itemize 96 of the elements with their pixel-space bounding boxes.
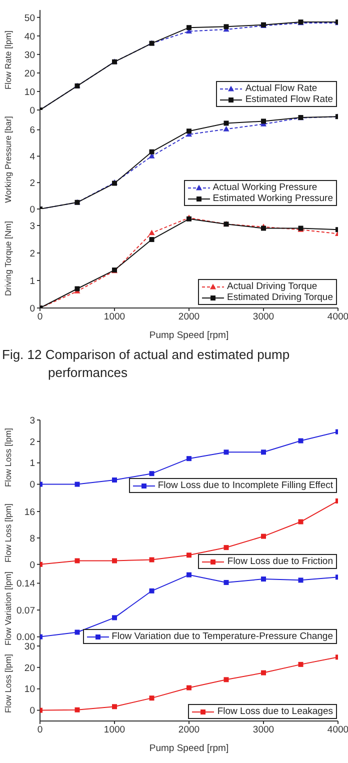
legend-label: Actual Driving Torque	[227, 281, 318, 292]
x-tick-label: 0	[37, 724, 43, 736]
point	[224, 580, 229, 585]
point	[298, 438, 304, 444]
point	[223, 126, 230, 132]
y-axis-title: Flow Loss [lpm]	[3, 654, 14, 714]
y-tick-label: 10	[24, 684, 35, 696]
point	[149, 149, 154, 154]
point	[186, 25, 192, 30]
point	[186, 552, 192, 558]
legend-label: Estimated Working Pressure	[212, 193, 333, 204]
y-tick-label: 10	[24, 86, 35, 98]
y-tick-label: 2	[30, 178, 35, 189]
y-tick-label: 3	[30, 220, 35, 232]
y-tick-label: 4	[30, 152, 35, 163]
y-tick-label: 3	[30, 415, 35, 426]
y-axis-title: Working Pressure [bar]	[3, 116, 14, 203]
legend-label: Estimated Flow Rate	[245, 94, 333, 105]
y-tick-label: 50	[24, 12, 35, 24]
point	[261, 670, 266, 676]
point	[261, 118, 266, 124]
x-axis-title: Pump Speed [rpm]	[149, 743, 229, 754]
y-axis-title: Flow Loss [lpm]	[3, 503, 14, 563]
legend-label: Estimated Driving Torque	[227, 292, 333, 303]
point	[149, 237, 154, 242]
y-tick-label: 1	[30, 458, 35, 470]
legend-label: Flow Loss due to Leakages	[217, 706, 333, 717]
y-tick-label: 8	[30, 533, 35, 544]
point	[112, 478, 117, 482]
point	[298, 519, 304, 524]
point	[149, 696, 154, 701]
legend-label: Flow Loss due to Incomplete Filling Effect	[158, 480, 333, 491]
line-series	[40, 572, 338, 640]
legend-label: Actual Flow Rate	[245, 83, 318, 94]
x-tick-label: 2000	[178, 312, 200, 323]
point	[298, 578, 304, 583]
y-tick-label: 0	[30, 303, 35, 314]
point	[224, 677, 229, 682]
point	[74, 558, 80, 564]
x-tick-label: 3000	[252, 724, 274, 736]
point	[261, 576, 266, 582]
y-tick-label: 0	[30, 706, 35, 717]
point	[224, 545, 229, 550]
y-tick-label: 2	[30, 248, 35, 260]
legend-label: Flow Loss due to Friction	[227, 556, 333, 567]
point	[74, 707, 80, 712]
point	[112, 615, 117, 620]
y-tick-label: 0.00	[16, 632, 35, 644]
legend-label: Flow Variation due to Temperature-Pressure Change	[112, 631, 333, 642]
point	[112, 558, 117, 564]
y-tick-label: 0	[30, 204, 35, 216]
point	[261, 534, 266, 539]
y-tick-label: 0	[30, 560, 35, 571]
point	[149, 557, 154, 562]
y-tick-label: 0	[30, 105, 35, 116]
x-tick-label: 3000	[252, 312, 274, 323]
x-tick-label: 0	[37, 312, 43, 323]
y-tick-label: 40	[24, 31, 35, 42]
y-axis-title: Driving Torque [Nm]	[3, 221, 14, 296]
y-tick-label: 20	[24, 662, 35, 674]
y-tick-label: 30	[24, 641, 35, 652]
point	[148, 230, 155, 236]
point	[261, 450, 266, 455]
y-tick-label: 2	[30, 436, 35, 448]
point	[186, 456, 192, 462]
point	[224, 450, 229, 455]
y-tick-label: 1	[30, 276, 35, 287]
x-tick-label: 4000	[327, 724, 348, 736]
y-tick-label: 16	[24, 506, 35, 518]
point	[186, 128, 192, 134]
point	[149, 588, 154, 594]
y-axis-title: Flow Rate [lpm]	[3, 30, 14, 90]
x-tick-label: 4000	[327, 312, 348, 323]
y-axis-title: Flow Loss [lpm]	[3, 428, 14, 488]
y-tick-label: 30	[24, 50, 35, 61]
y-tick-label: 0.14	[16, 578, 35, 590]
y-tick-label: 6	[30, 125, 35, 136]
point	[224, 24, 229, 30]
point	[74, 630, 80, 635]
x-tick-label: 2000	[178, 724, 200, 736]
x-tick-label: 1000	[104, 724, 126, 736]
point	[112, 704, 117, 710]
x-axis-title: Pump Speed [rpm]	[149, 330, 229, 341]
y-tick-label: 0.07	[16, 605, 35, 616]
y-tick-label: 0	[30, 480, 35, 491]
y-tick-label: 20	[24, 68, 35, 80]
point	[298, 662, 304, 667]
point	[186, 572, 192, 578]
x-tick-label: 1000	[104, 312, 126, 323]
y-axis-title: Flow Variation [lpm]	[3, 571, 14, 646]
point	[224, 120, 229, 126]
point	[149, 471, 154, 476]
caption: Fig. 12 Comparison of actual and estimated pump performances	[2, 346, 291, 382]
point	[74, 482, 80, 487]
point	[186, 685, 192, 690]
legend-label: Actual Working Pressure	[212, 182, 318, 193]
